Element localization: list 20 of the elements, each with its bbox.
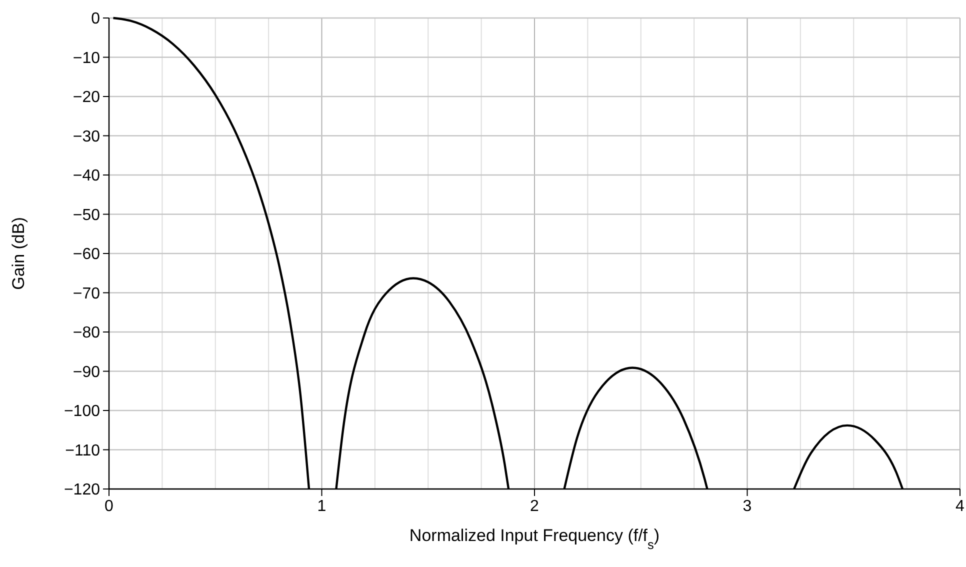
x-axis-title: Normalized Input Frequency (f/f$_{s}$) (409, 526, 660, 552)
y-tick-label: −100 (64, 403, 100, 420)
y-tick-label: −80 (72, 324, 100, 342)
x-tick-label: 3 (742, 498, 752, 515)
x-tick-label: 2 (530, 498, 540, 515)
y-tick-label: −90 (72, 364, 100, 381)
y-tick-label: −60 (72, 246, 100, 264)
y-tick-label: −40 (72, 168, 100, 185)
y-tick-label: −50 (72, 206, 100, 224)
y-tick-label: −110 (65, 442, 100, 460)
y-tick-label: −20 (72, 89, 100, 106)
y-tick-label: −10 (72, 50, 100, 67)
y-tick-label: −70 (72, 285, 100, 302)
y-tick-label: −30 (72, 128, 100, 146)
y-tick-label: 0 (91, 10, 100, 28)
y-axis-title: Gain (dB) (9, 217, 28, 290)
x-tick-label: 4 (956, 498, 965, 515)
x-tick-label: 0 (104, 498, 114, 515)
y-tick-label: −120 (64, 482, 100, 499)
x-tick-label: 1 (317, 498, 326, 515)
